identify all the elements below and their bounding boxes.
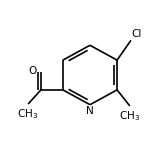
Text: CH$_3$: CH$_3$ [119,109,140,123]
Text: CH$_3$: CH$_3$ [17,107,39,121]
Text: O: O [28,66,36,76]
Text: Cl: Cl [131,29,142,39]
Text: N: N [86,106,94,116]
